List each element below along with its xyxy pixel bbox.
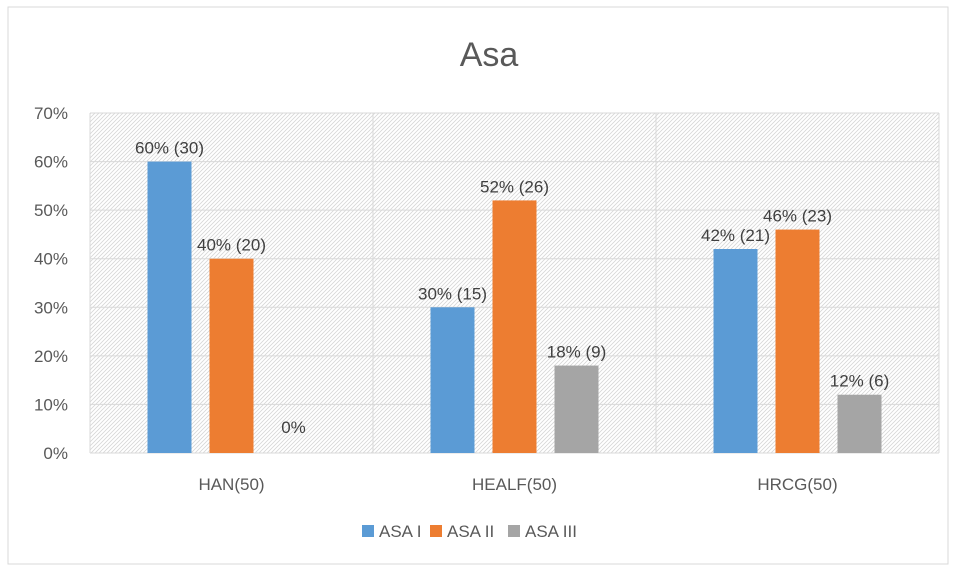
bar: [837, 394, 882, 453]
data-label: 12% (6): [830, 372, 890, 391]
bars: [147, 161, 882, 454]
bar: [713, 249, 758, 453]
y-tick-label: 70%: [34, 104, 68, 123]
data-label: 18% (9): [547, 343, 607, 362]
data-label: 0%: [281, 418, 306, 437]
chart-title: Asa: [460, 36, 519, 74]
y-tick-label: 50%: [34, 201, 68, 220]
y-axis: 0% 10% 20% 30% 40% 50% 60% 70%: [34, 104, 68, 463]
bar: [147, 161, 192, 454]
y-tick-label: 0%: [43, 444, 68, 463]
bar: [492, 200, 537, 453]
data-labels: 60% (30) 40% (20) 0% 30% (15) 52% (26) 18% (9…: [135, 139, 889, 437]
legend-label: ASA II: [447, 522, 494, 541]
legend-swatch: [362, 525, 374, 537]
data-label: 40% (20): [197, 236, 266, 255]
bar: [554, 365, 599, 453]
legend: ASA I ASA II ASA III: [362, 522, 577, 541]
y-tick-label: 10%: [34, 395, 68, 414]
data-label: 46% (23): [763, 207, 832, 226]
y-tick-label: 40%: [34, 250, 68, 269]
bar: [775, 229, 820, 453]
legend-swatch: [508, 525, 520, 537]
data-label: 30% (15): [418, 284, 487, 303]
x-axis: HAN(50) HEALF(50) HRCG(50): [198, 475, 837, 494]
legend-swatch: [430, 525, 442, 537]
x-tick-label: HAN(50): [198, 475, 264, 494]
bar: [430, 307, 475, 453]
legend-label: ASA I: [379, 522, 422, 541]
x-tick-label: HEALF(50): [472, 475, 557, 494]
data-label: 52% (26): [480, 177, 549, 196]
y-tick-label: 20%: [34, 347, 68, 366]
data-label: 42% (21): [701, 226, 770, 245]
legend-label: ASA III: [525, 522, 577, 541]
bar: [209, 258, 254, 453]
y-tick-label: 60%: [34, 153, 68, 172]
x-tick-label: HRCG(50): [757, 475, 837, 494]
data-label: 60% (30): [135, 139, 204, 158]
y-tick-label: 30%: [34, 298, 68, 317]
